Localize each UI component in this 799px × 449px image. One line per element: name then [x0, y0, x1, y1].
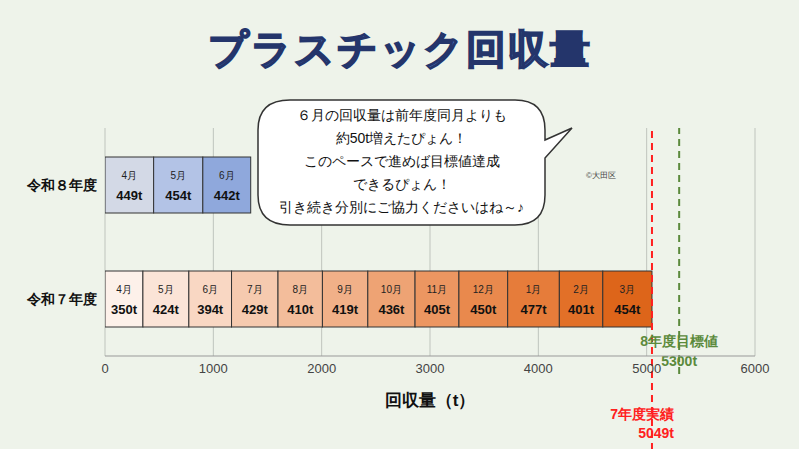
svg-text:477t: 477t — [520, 302, 547, 317]
html-text:このペースで進めば目標値達成: このペースで進めば目標値達成 — [303, 153, 500, 169]
svg-text:1000: 1000 — [199, 361, 228, 376]
svg-text:令和７年度: 令和７年度 — [26, 291, 97, 307]
svg-text:394t: 394t — [197, 302, 224, 317]
svg-text:4月: 4月 — [122, 170, 138, 181]
svg-text:449t: 449t — [116, 188, 143, 203]
svg-text:7年度実績: 7年度実績 — [610, 406, 674, 422]
svg-text:7月: 7月 — [247, 284, 263, 295]
svg-text:405t: 405t — [424, 302, 451, 317]
svg-text:3月: 3月 — [620, 284, 636, 295]
svg-text:5000: 5000 — [632, 361, 661, 376]
svg-text:8月: 8月 — [292, 284, 308, 295]
svg-text:5月: 5月 — [170, 170, 186, 181]
svg-text:4月: 4月 — [116, 284, 132, 295]
svg-text:令和８年度: 令和８年度 — [26, 177, 97, 193]
html-text:６月の回収量は前年度同月よりも: ６月の回収量は前年度同月よりも — [296, 107, 507, 123]
svg-text:10月: 10月 — [381, 284, 402, 295]
svg-text:454t: 454t — [614, 302, 641, 317]
svg-text:410t: 410t — [287, 302, 314, 317]
svg-text:12月: 12月 — [473, 284, 494, 295]
html-text:できるぴょん！: できるぴょん！ — [352, 176, 451, 192]
svg-text:424t: 424t — [153, 302, 180, 317]
svg-text:454t: 454t — [165, 188, 192, 203]
html-text:引き続き分別にご協力くださいはね～♪: 引き続き分別にご協力くださいはね～♪ — [279, 199, 524, 215]
svg-text:450t: 450t — [470, 302, 497, 317]
svg-text:9月: 9月 — [337, 284, 353, 295]
svg-text:6000: 6000 — [741, 361, 770, 376]
svg-text:©大田区: ©大田区 — [586, 171, 616, 180]
svg-text:3000: 3000 — [416, 361, 445, 376]
svg-text:6月: 6月 — [219, 170, 235, 181]
svg-text:2000: 2000 — [307, 361, 336, 376]
svg-text:429t: 429t — [242, 302, 269, 317]
svg-text:5月: 5月 — [158, 284, 174, 295]
svg-text:401t: 401t — [568, 302, 595, 317]
svg-text:5300t: 5300t — [661, 353, 697, 369]
svg-text:回収量（t）: 回収量（t） — [385, 391, 476, 410]
svg-text:0: 0 — [101, 361, 108, 376]
svg-text:6月: 6月 — [202, 284, 218, 295]
svg-text:442t: 442t — [214, 188, 241, 203]
html-text:約50t増えたぴょん！: 約50t増えたぴょん！ — [335, 130, 468, 146]
svg-text:11月: 11月 — [427, 284, 447, 295]
svg-text:419t: 419t — [332, 302, 359, 317]
svg-text:8年度目標値: 8年度目標値 — [640, 333, 718, 349]
html-text:プラスチック回収量: プラスチック回収量 — [207, 27, 592, 71]
svg-text:2月: 2月 — [573, 284, 589, 295]
svg-text:436t: 436t — [378, 302, 405, 317]
svg-text:350t: 350t — [111, 302, 138, 317]
svg-text:5049t: 5049t — [638, 425, 674, 441]
svg-text:4000: 4000 — [524, 361, 553, 376]
svg-text:1月: 1月 — [526, 284, 542, 295]
